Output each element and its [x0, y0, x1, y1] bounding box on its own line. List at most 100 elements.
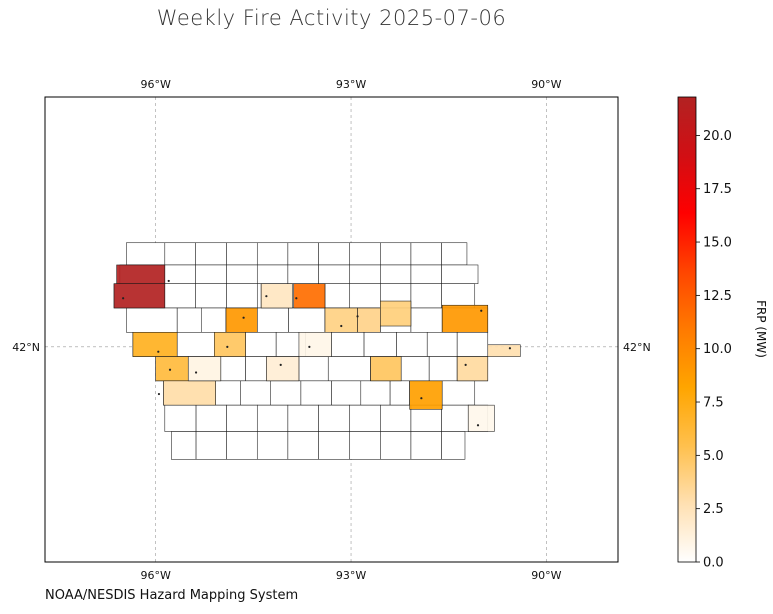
- county: [287, 431, 319, 460]
- county: [240, 380, 271, 406]
- fire-point: [476, 424, 480, 427]
- county: [441, 431, 466, 460]
- county-fire: [293, 283, 326, 309]
- county: [349, 264, 381, 284]
- lon-label-bottom: 93°W: [336, 569, 366, 582]
- county: [426, 332, 458, 357]
- county: [349, 404, 381, 432]
- colorbar: 0.0 2.5 5.0 7.5 10.0 12.5 15.0 17.5 20.0 FRP (MW…: [677, 96, 768, 571]
- fire-point: [480, 309, 483, 312]
- fire-point: [168, 368, 172, 371]
- county: [349, 283, 381, 309]
- county: [441, 404, 469, 432]
- county: [456, 332, 489, 357]
- coordinate-labels: 96°W 96°W 93°W 93°W 90°W 90°W 42°N 42°N: [12, 78, 650, 582]
- county: [318, 404, 351, 432]
- county: [441, 380, 476, 406]
- lon-label-top: 90°W: [531, 78, 561, 91]
- county: [298, 356, 329, 382]
- county-fire: [116, 264, 166, 284]
- colorbar-tick-label: 17.5: [703, 182, 732, 197]
- county: [126, 242, 166, 266]
- lat-label-right: 42°N: [623, 341, 651, 354]
- county: [318, 431, 351, 460]
- county-fire: [456, 356, 489, 382]
- colorbar-tick-label: 2.5: [703, 502, 724, 517]
- county-fire: [467, 404, 495, 432]
- county: [410, 242, 442, 266]
- colorbar-tick-label: 0.0: [703, 556, 724, 571]
- county: [164, 283, 196, 309]
- county-fire: [132, 332, 178, 357]
- county: [126, 307, 178, 333]
- county: [287, 242, 319, 266]
- county-fire: [214, 332, 246, 357]
- lat-label-left: 42°N: [12, 341, 40, 354]
- county: [389, 380, 410, 406]
- county: [256, 404, 289, 432]
- county: [226, 431, 258, 460]
- county: [287, 404, 319, 432]
- colorbar-ticks: 0.0 2.5 5.0 7.5 10.0 12.5 15.0 17.5 20.0: [696, 129, 732, 571]
- county-fire: [441, 304, 489, 333]
- county: [288, 307, 326, 333]
- county-fire: [409, 380, 443, 410]
- county-fire: [113, 283, 166, 309]
- county: [400, 356, 430, 382]
- colorbar-ramp: [677, 96, 697, 563]
- county: [215, 380, 241, 406]
- county: [220, 356, 246, 382]
- fire-point: [167, 279, 170, 283]
- county: [396, 332, 428, 357]
- county: [318, 264, 351, 284]
- colorbar-tick-label: 5.0: [703, 449, 724, 464]
- county: [226, 404, 258, 432]
- colorbar-tick-label: 10.0: [703, 342, 732, 357]
- lon-label-top: 96°W: [141, 78, 171, 91]
- colorbar-tick-label: 12.5: [703, 289, 732, 304]
- county: [318, 242, 351, 266]
- county: [200, 307, 227, 333]
- fire-point: [356, 315, 359, 318]
- county: [245, 356, 267, 382]
- county: [380, 404, 412, 432]
- county: [176, 332, 215, 357]
- county: [226, 283, 258, 309]
- fire-point: [226, 345, 229, 348]
- fire-point: [157, 350, 160, 353]
- fire-point: [265, 295, 268, 298]
- fire-point: [279, 363, 282, 366]
- county: [256, 264, 289, 284]
- colorbar-tick-label: 15.0: [703, 236, 732, 251]
- county: [195, 283, 227, 309]
- county: [256, 283, 262, 309]
- fire-point: [340, 324, 343, 328]
- county-fire: [370, 356, 402, 382]
- county-fire: [163, 380, 216, 406]
- county: [256, 431, 289, 460]
- fire-point: [295, 297, 298, 300]
- colorbar-tick-label: 7.5: [703, 396, 724, 411]
- fire-point: [308, 345, 311, 348]
- county: [410, 283, 442, 309]
- lon-label-top: 93°W: [336, 78, 366, 91]
- county: [287, 264, 319, 284]
- colorbar-tick-label: 20.0: [703, 129, 732, 144]
- county: [195, 431, 227, 460]
- source-credit: NOAA/NESDIS Hazard Mapping System: [45, 588, 299, 603]
- county-layer: [113, 242, 521, 460]
- county: [270, 380, 302, 406]
- county-fire: [155, 356, 189, 382]
- county: [195, 242, 227, 266]
- county: [164, 242, 196, 266]
- county: [380, 264, 412, 284]
- county: [176, 307, 202, 333]
- county: [331, 332, 365, 357]
- county: [324, 283, 351, 309]
- county: [410, 431, 442, 460]
- county: [410, 307, 443, 333]
- map-title: Weekly Fire Activity 2025-07-06: [156, 6, 507, 30]
- fire-point: [157, 392, 161, 396]
- county: [195, 264, 227, 284]
